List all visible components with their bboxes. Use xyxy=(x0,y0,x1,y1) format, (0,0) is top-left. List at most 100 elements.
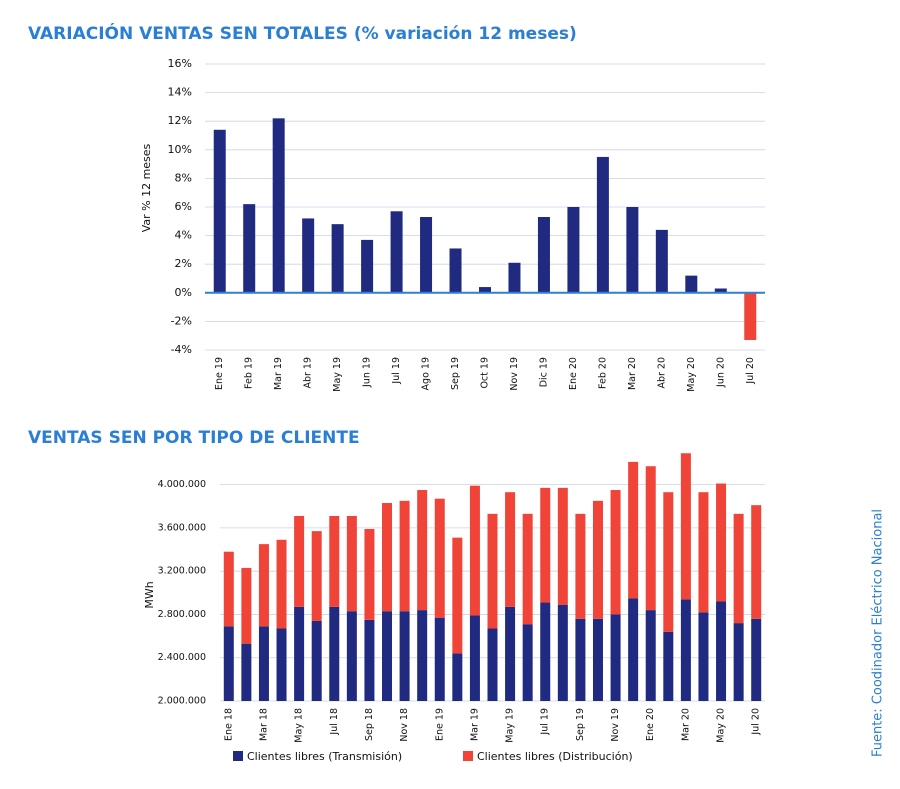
x-tick-label: Nov 18 xyxy=(399,708,410,742)
y-tick-label: 10% xyxy=(168,143,192,156)
y-tick-label: 6% xyxy=(175,200,192,213)
bar-segment xyxy=(294,606,305,701)
bar-segment xyxy=(329,606,340,701)
bar-segment xyxy=(575,513,586,619)
bar-segment xyxy=(399,500,410,612)
x-tick-label: Mar 20 xyxy=(627,357,638,390)
y-tick-label: 3.600.000 xyxy=(158,522,206,533)
bar-segment xyxy=(645,466,656,611)
bar xyxy=(685,275,698,293)
y-tick-label: 8% xyxy=(175,171,192,184)
source: Fuente: Coodinador Eléctrico Nacional xyxy=(871,509,886,757)
bar-segment xyxy=(645,610,656,701)
x-tick-label: Abr 20 xyxy=(656,357,667,389)
bar-segment xyxy=(469,615,480,701)
x-tick-label: Oct 19 xyxy=(480,357,491,389)
bar xyxy=(213,129,226,293)
bar-segment xyxy=(663,492,674,632)
bar-segment xyxy=(364,619,375,701)
y-tick-label: 14% xyxy=(168,86,192,99)
y-axis-label: MWh xyxy=(143,581,156,608)
bar-segment xyxy=(522,624,533,701)
bar-segment xyxy=(258,544,269,627)
bar-segment xyxy=(311,620,322,701)
y-tick-label: -4% xyxy=(171,343,192,356)
bar-segment xyxy=(223,626,234,701)
x-tick-label: Nov 19 xyxy=(610,708,621,742)
x-tick-label: Jun 20 xyxy=(715,357,726,388)
bar-segment xyxy=(364,528,375,620)
bar-segment xyxy=(223,551,234,627)
x-tick-label: Ago 19 xyxy=(421,357,432,390)
bar-segment xyxy=(346,515,357,612)
chart-title: VARIACIÓN VENTAS SEN TOTALES (% variació… xyxy=(28,22,577,44)
x-tick-label: Ene 20 xyxy=(568,357,579,390)
bar-segment xyxy=(294,515,305,607)
x-tick-label: Jun 19 xyxy=(362,357,373,388)
bar xyxy=(361,239,374,293)
bar xyxy=(567,207,580,293)
bar-segment xyxy=(733,623,744,701)
bar-segment xyxy=(522,513,533,625)
x-tick-label: Mar 20 xyxy=(680,708,691,741)
bar-segment xyxy=(716,483,727,602)
bar xyxy=(537,217,550,293)
bar-segment xyxy=(505,606,516,701)
x-tick-label: Feb 19 xyxy=(244,357,255,389)
bar-segment xyxy=(382,611,393,701)
bar-segment xyxy=(417,610,428,701)
x-tick-label: Mar 19 xyxy=(273,357,284,390)
bar-segment xyxy=(346,611,357,701)
bar xyxy=(243,204,256,293)
bar-segment xyxy=(276,539,287,629)
x-tick-label: Ene 20 xyxy=(645,708,656,741)
x-tick-label: May 18 xyxy=(294,708,305,743)
x-tick-label: Ene 19 xyxy=(434,708,445,741)
bar xyxy=(596,156,609,293)
bar xyxy=(655,229,668,293)
x-tick-label: Dic 19 xyxy=(538,357,549,387)
x-tick-label: May 19 xyxy=(332,357,343,392)
bar-segment xyxy=(540,487,551,603)
bar-segment xyxy=(469,485,480,616)
bar-segment xyxy=(698,612,709,701)
bar-segment xyxy=(241,567,252,644)
bar-segment xyxy=(751,618,762,701)
bar xyxy=(508,262,521,293)
x-tick-label: Sep 18 xyxy=(364,708,375,741)
bar-segment xyxy=(698,492,709,613)
bar-segment xyxy=(663,631,674,701)
x-tick-label: Jul 19 xyxy=(391,357,402,385)
bar-segment xyxy=(329,515,340,607)
bar-segment xyxy=(628,598,639,701)
bar xyxy=(479,287,491,293)
x-tick-label: Nov 19 xyxy=(509,357,520,391)
bar-segment xyxy=(241,643,252,701)
x-tick-label: Jul 20 xyxy=(745,357,756,385)
bar-segment xyxy=(452,537,463,654)
bar-segment xyxy=(434,498,445,618)
x-tick-label: Jul 19 xyxy=(540,708,551,736)
x-tick-label: Abr 19 xyxy=(303,357,314,389)
x-tick-label: Jul 18 xyxy=(329,708,340,736)
bar-segment xyxy=(610,490,621,615)
x-tick-label: May 20 xyxy=(716,708,727,743)
bar xyxy=(744,292,757,340)
bar-segment xyxy=(716,601,727,701)
x-tick-label: May 19 xyxy=(505,708,516,743)
y-tick-label: 4.000.000 xyxy=(158,479,206,490)
y-tick-label: 3.200.000 xyxy=(158,566,206,577)
x-tick-label: Sep 19 xyxy=(450,357,461,390)
bar xyxy=(390,211,403,293)
y-tick-label: 4% xyxy=(175,229,192,242)
bar-segment xyxy=(680,453,691,600)
x-tick-label: Sep 19 xyxy=(575,708,586,741)
bar-segment xyxy=(382,503,393,612)
y-tick-label: 2.800.000 xyxy=(158,609,206,620)
bar-segment xyxy=(311,531,322,621)
y-tick-label: 2.000.000 xyxy=(158,696,206,707)
x-tick-label: Feb 20 xyxy=(597,357,608,389)
bar-segment xyxy=(575,618,586,701)
y-tick-label: 16% xyxy=(168,57,192,70)
y-tick-label: 2% xyxy=(175,257,192,270)
